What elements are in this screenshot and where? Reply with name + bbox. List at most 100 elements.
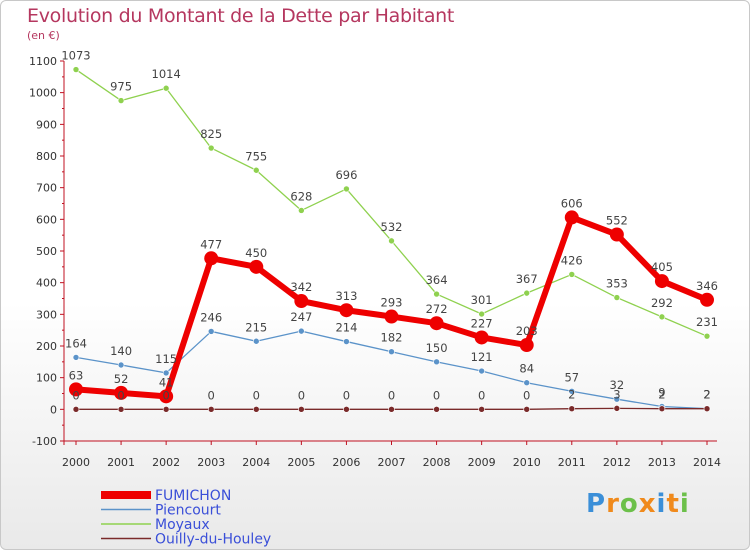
data-point bbox=[204, 251, 219, 266]
x-tick-label: 2013 bbox=[648, 456, 676, 469]
data-label: 32 bbox=[610, 378, 625, 392]
x-tick-label: 2008 bbox=[423, 456, 451, 469]
x-tick-label: 2011 bbox=[558, 456, 586, 469]
data-point bbox=[207, 144, 215, 152]
data-label: 342 bbox=[290, 280, 312, 294]
data-label: 115 bbox=[155, 352, 177, 366]
data-label: 63 bbox=[69, 368, 84, 382]
legend-label: Moyaux bbox=[155, 517, 210, 533]
logo-letter: x bbox=[638, 489, 657, 519]
x-tick-label: 2014 bbox=[693, 456, 721, 469]
y-tick-label: 500 bbox=[36, 245, 57, 258]
data-point bbox=[703, 405, 711, 413]
legend-label: Piencourt bbox=[155, 503, 221, 519]
data-point bbox=[252, 166, 260, 174]
data-label: 2 bbox=[703, 388, 710, 402]
data-point bbox=[252, 406, 260, 413]
data-label: 426 bbox=[561, 253, 583, 267]
data-label: 293 bbox=[381, 296, 403, 310]
logo-letter: t bbox=[666, 489, 680, 519]
data-label: 247 bbox=[290, 310, 312, 324]
data-point bbox=[114, 385, 129, 400]
data-label: 450 bbox=[245, 246, 267, 260]
x-tick-label: 2009 bbox=[468, 456, 496, 469]
data-label: 477 bbox=[200, 237, 222, 251]
data-point bbox=[339, 303, 354, 318]
data-point bbox=[478, 310, 485, 318]
data-point bbox=[478, 367, 485, 375]
data-label: 182 bbox=[381, 331, 403, 345]
data-label: 755 bbox=[245, 149, 267, 163]
logo-letter: i bbox=[679, 489, 690, 519]
legend-label: Ouilly-du-Houley bbox=[155, 532, 271, 548]
y-tick-label: 400 bbox=[36, 277, 57, 290]
data-point bbox=[568, 271, 576, 278]
data-label: 121 bbox=[471, 350, 493, 364]
data-point bbox=[343, 185, 350, 193]
data-point bbox=[613, 395, 621, 403]
data-label: 150 bbox=[426, 341, 448, 355]
data-label: 203 bbox=[516, 324, 538, 338]
x-tick-label: 2001 bbox=[107, 456, 135, 469]
data-point bbox=[609, 227, 624, 242]
data-label: 246 bbox=[200, 310, 222, 324]
data-point bbox=[384, 309, 399, 324]
legend-label: FUMICHON bbox=[155, 488, 231, 504]
data-point bbox=[69, 382, 83, 397]
data-point bbox=[72, 406, 80, 413]
proxiti-logo: Proxiti bbox=[586, 489, 690, 519]
data-label: 52 bbox=[114, 372, 129, 386]
data-label: 0 bbox=[523, 388, 530, 402]
data-label: 0 bbox=[72, 388, 79, 402]
data-point bbox=[658, 313, 666, 321]
data-label: 0 bbox=[343, 388, 350, 402]
x-tick-label: 2002 bbox=[152, 456, 180, 469]
data-point bbox=[523, 406, 531, 413]
data-point bbox=[249, 259, 264, 274]
data-label: 346 bbox=[696, 279, 718, 293]
data-point bbox=[388, 237, 395, 245]
data-point bbox=[568, 387, 576, 395]
data-point bbox=[474, 330, 489, 345]
logo-letter: P bbox=[586, 489, 607, 519]
data-point bbox=[117, 406, 125, 413]
data-point bbox=[388, 348, 395, 356]
x-tick-label: 2004 bbox=[242, 456, 270, 469]
data-point bbox=[700, 292, 714, 307]
y-tick-label: 600 bbox=[36, 213, 57, 226]
data-label: 313 bbox=[335, 289, 357, 303]
data-label: 628 bbox=[290, 189, 312, 203]
data-point bbox=[162, 369, 170, 377]
data-point bbox=[523, 379, 531, 387]
y-tick-label: 200 bbox=[36, 340, 57, 353]
data-point bbox=[478, 406, 485, 413]
logo-letter: i bbox=[656, 489, 667, 519]
data-label: 1014 bbox=[152, 67, 181, 81]
y-tick-label: 100 bbox=[36, 372, 57, 385]
data-point bbox=[298, 207, 305, 214]
data-label: 9 bbox=[658, 385, 665, 399]
logo-letter: r bbox=[606, 489, 620, 519]
data-point bbox=[658, 405, 666, 413]
data-point bbox=[117, 97, 125, 104]
data-label: 2 bbox=[658, 388, 665, 402]
data-label: 292 bbox=[651, 296, 673, 310]
y-tick-label: 300 bbox=[36, 308, 57, 321]
data-point bbox=[429, 316, 444, 331]
x-tick-label: 2010 bbox=[513, 456, 541, 469]
data-label: 0 bbox=[433, 388, 440, 402]
data-point bbox=[433, 358, 440, 366]
x-tick-label: 2005 bbox=[287, 456, 315, 469]
data-point bbox=[294, 294, 309, 309]
data-label: 214 bbox=[335, 321, 357, 335]
data-label: 2 bbox=[703, 388, 710, 402]
data-label: 405 bbox=[651, 260, 673, 274]
chart-title: Evolution du Montant de la Dette par Hab… bbox=[27, 5, 455, 27]
data-label: 696 bbox=[335, 168, 357, 182]
data-label: 1073 bbox=[61, 49, 90, 63]
data-point bbox=[654, 274, 669, 289]
data-label: 552 bbox=[606, 214, 628, 228]
data-point bbox=[519, 338, 534, 353]
data-point bbox=[159, 389, 174, 404]
